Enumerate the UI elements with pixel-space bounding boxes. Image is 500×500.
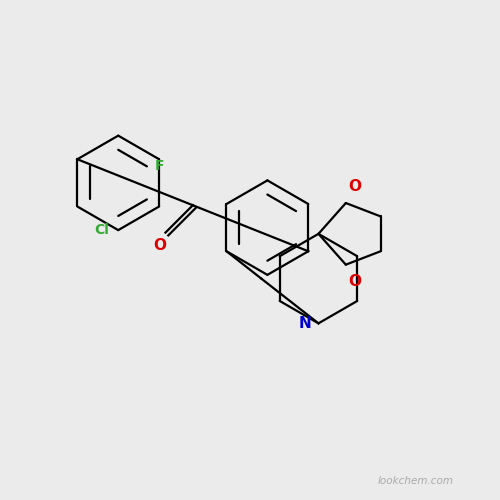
Text: O: O bbox=[153, 238, 166, 252]
Text: F: F bbox=[154, 159, 164, 173]
Text: lookchem.com: lookchem.com bbox=[378, 476, 454, 486]
Text: O: O bbox=[348, 179, 362, 194]
Text: N: N bbox=[298, 316, 311, 331]
Text: O: O bbox=[348, 274, 362, 288]
Text: Cl: Cl bbox=[94, 223, 110, 237]
